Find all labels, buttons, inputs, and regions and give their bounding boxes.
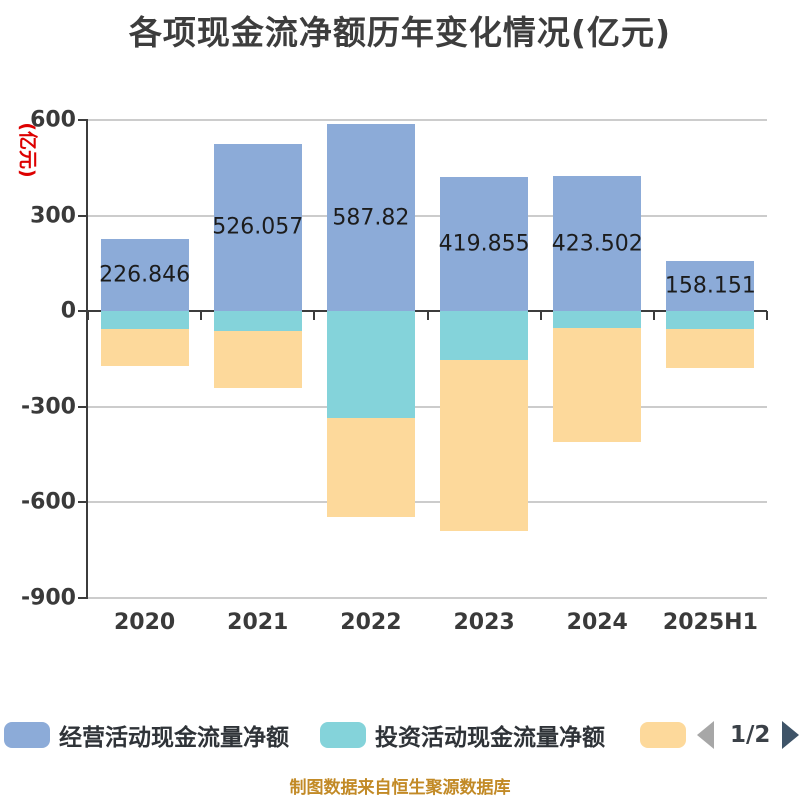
x-tick-label-2021: 2021 [227,610,289,635]
investing-cashflow-bar-2020[interactable] [100,311,189,329]
chart-title: 各项现金流净额历年变化情况(亿元) [128,13,672,52]
x-axis-tick [652,311,655,321]
legend-pager: 1/2 [697,718,800,752]
bar-value-label: 226.846 [99,262,191,288]
x-tick-label-2020: 2020 [113,610,176,635]
y-tick-label: 300 [30,203,76,229]
y-axis-tick [78,597,88,599]
operating-cashflow-bar-2025H1[interactable] [666,260,755,312]
legend-label-operating: 经营活动现金流量净额 [59,725,289,751]
x-tick-label-2024: 2024 [566,610,628,635]
third-cashflow-bar-2020[interactable] [100,328,189,366]
x-axis-tick [313,311,316,321]
investing-cashflow-bar-2021[interactable] [213,311,302,331]
legend-item-operating[interactable]: 经营活动现金流量净额 [4,718,289,752]
legend-page-indicator: 1/2 [730,722,771,748]
third-cashflow-bar-2025H1[interactable] [666,329,755,368]
operating-cashflow-bar-2020[interactable] [100,238,189,312]
legend-label-investing: 投资活动现金流量净额 [375,725,605,751]
y-axis-tick [78,310,88,313]
bar-value-label: 419.855 [438,231,530,257]
data-source-note: 制图数据来自恒生聚源数据库 [289,778,511,798]
legend-item-investing[interactable]: 投资活动现金流量净额 [320,718,605,752]
x-tick-label-2025H1: 2025H1 [662,610,758,635]
investing-cashflow-bar-2025H1[interactable] [666,311,755,330]
x-axis-tick [200,311,203,321]
x-tick-label-2023: 2023 [453,610,515,635]
gridline [88,119,767,121]
x-axis-tick [87,311,89,321]
operating-cashflow-bar-2023[interactable] [440,177,529,312]
legend-prev-arrow-icon[interactable] [697,721,714,749]
investing-cashflow-bar-2023[interactable] [440,311,529,360]
bar-value-label: 158.151 [664,273,756,299]
third-cashflow-bar-2024[interactable] [553,328,642,442]
gridline [88,597,767,599]
investing-cashflow-bar-2024[interactable] [553,311,642,329]
legend-next-arrow-icon[interactable] [782,721,800,749]
operating-cashflow-bar-2024[interactable] [553,176,642,312]
x-axis-tick [766,311,768,321]
third-cashflow-bar-2022[interactable] [326,417,415,517]
y-axis-tick [78,405,88,408]
x-axis-tick [426,311,429,321]
gridline [88,501,767,504]
third-cashflow-bar-2023[interactable] [440,359,529,532]
y-axis-tick [78,119,88,121]
bar-value-label: 587.82 [332,205,410,231]
y-tick-label: -600 [20,489,76,515]
legend-swatch-third [640,722,686,748]
legend: 经营活动现金流量净额 投资活动现金流量净额 1/2 [0,718,800,752]
third-cashflow-bar-2021[interactable] [213,330,302,389]
operating-cashflow-bar-2022[interactable] [326,123,415,312]
y-axis-line [86,120,88,598]
legend-swatch-operating [4,722,50,748]
y-tick-label: -300 [20,394,76,420]
legend-item-third[interactable] [640,718,695,752]
investing-cashflow-bar-2022[interactable] [326,311,415,418]
y-axis-tick [78,214,88,217]
gridline [88,405,767,408]
y-tick-label: -900 [20,585,76,611]
gridline [88,214,767,217]
x-tick-label-2022: 2022 [340,610,402,635]
operating-cashflow-bar-2021[interactable] [213,143,302,312]
bar-value-label: 526.057 [212,214,304,240]
legend-swatch-investing [320,722,366,748]
y-axis-tick [78,501,88,504]
bar-value-label: 423.502 [551,231,643,257]
y-tick-label: 600 [30,107,76,133]
plot-area: 600 300 0 -300 -600 -900 226.846 2020 526.057 202… [20,107,768,635]
x-axis-tick [539,311,542,321]
y-tick-label: 0 [60,298,76,324]
